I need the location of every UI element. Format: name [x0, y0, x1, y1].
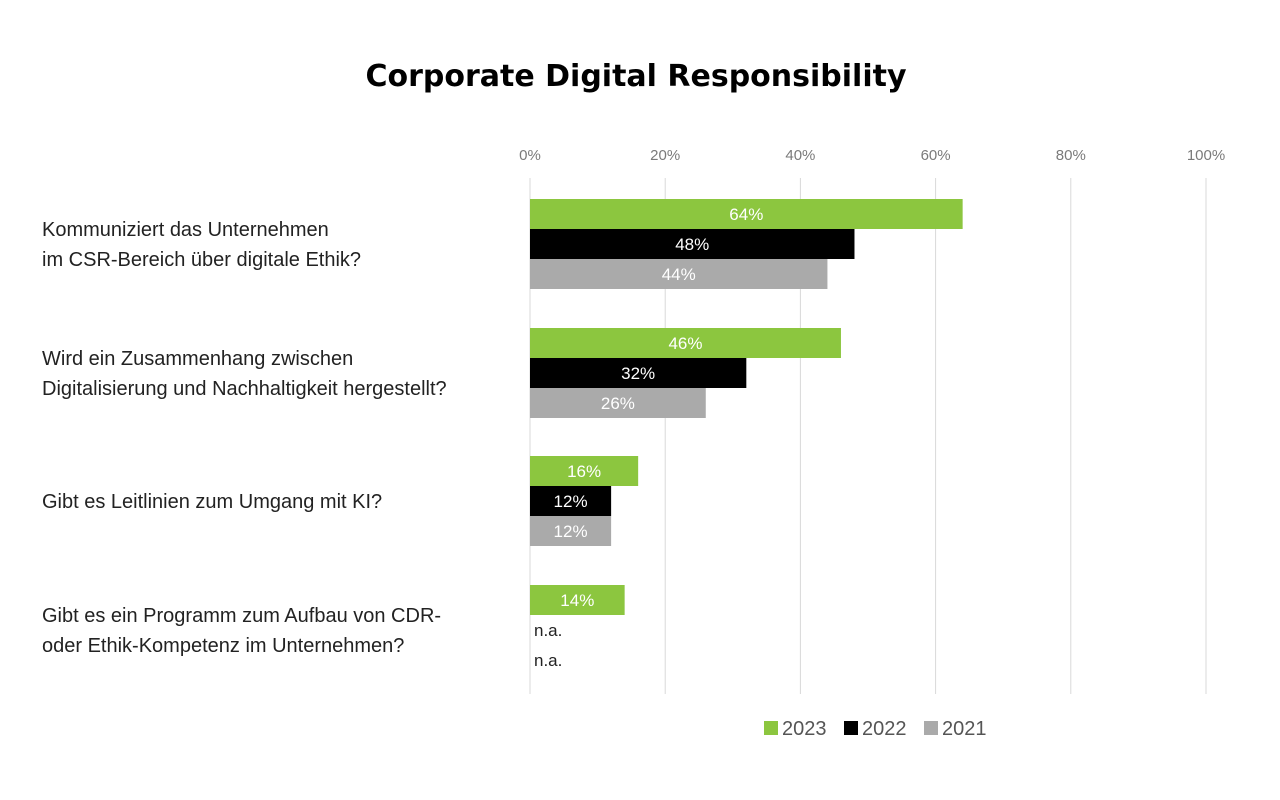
x-tick-label: 40%: [785, 147, 815, 164]
x-axis-ticks: 0% 20% 40% 60% 80% 100%: [519, 147, 1225, 164]
bar-2023-4: [530, 585, 625, 615]
bar-value-label: 32%: [621, 364, 655, 383]
legend-label-2023: 2023: [782, 718, 827, 740]
bar-value-label: 12%: [554, 522, 588, 541]
legend-label-2021: 2021: [942, 718, 987, 740]
na-label: n.a.: [534, 651, 562, 670]
x-tick-label: 0%: [519, 147, 541, 164]
category-label-line: oder Ethik-Kompetenz im Unternehmen?: [42, 635, 404, 657]
bar-value-label: 26%: [601, 394, 635, 413]
bar-2022-3: [530, 486, 612, 516]
category-label: Gibt es Leitlinien zum Umgang mit KI?: [42, 491, 382, 513]
category-label: Wird ein Zusammenhang zwischen Digitalisi…: [42, 348, 447, 400]
category-label-line: Digitalisierung und Nachhaltigkeit herge…: [42, 378, 447, 400]
bar-value-label: 44%: [662, 265, 696, 284]
bar-value-label: 14%: [560, 591, 594, 610]
bar-value-labels: 64% 46% 16% 14% 48% 32% 12% n.a. 44% 26% 12% n.a.: [534, 205, 763, 670]
bar-2021-2: [530, 388, 706, 418]
bar-value-label: 46%: [668, 334, 702, 353]
category-label-line: im CSR-Bereich über digitale Ethik?: [42, 249, 361, 271]
legend-label-2022: 2022: [862, 718, 907, 740]
bar-2023-1: [530, 199, 963, 229]
bar-2021-1: [530, 259, 828, 289]
x-tick-label: 20%: [650, 147, 680, 164]
legend-swatch-2022: [844, 721, 858, 735]
legend-swatch-2023: [764, 721, 778, 735]
category-label: Kommuniziert das Unternehmen im CSR-Berei…: [42, 219, 361, 271]
bar-value-label: 16%: [567, 462, 601, 481]
bars: [530, 199, 963, 615]
category-label: Gibt es ein Programm zum Aufbau von CDR-…: [42, 605, 441, 657]
legend: 2023 2022 2021: [764, 718, 987, 740]
category-label-line: Gibt es Leitlinien zum Umgang mit KI?: [42, 491, 382, 513]
bar-2023-3: [530, 456, 639, 486]
bar-2022-1: [530, 229, 855, 259]
x-tick-label: 100%: [1187, 147, 1225, 164]
bar-value-label: 48%: [675, 235, 709, 254]
na-label: n.a.: [534, 621, 562, 640]
bar-2023-2: [530, 328, 841, 358]
category-label-line: Wird ein Zusammenhang zwischen: [42, 348, 353, 370]
chart-title: Corporate Digital Responsibility: [365, 59, 906, 94]
bar-value-label: 12%: [554, 492, 588, 511]
category-label-line: Gibt es ein Programm zum Aufbau von CDR-: [42, 605, 441, 627]
category-label-line: Kommuniziert das Unternehmen: [42, 219, 329, 241]
bar-2022-2: [530, 358, 747, 388]
bar-2021-3: [530, 516, 612, 546]
legend-swatch-2021: [924, 721, 938, 735]
category-labels: Kommuniziert das Unternehmen im CSR-Berei…: [42, 219, 447, 657]
x-tick-label: 60%: [921, 147, 951, 164]
bar-value-label: 64%: [729, 205, 763, 224]
x-tick-label: 80%: [1056, 147, 1086, 164]
